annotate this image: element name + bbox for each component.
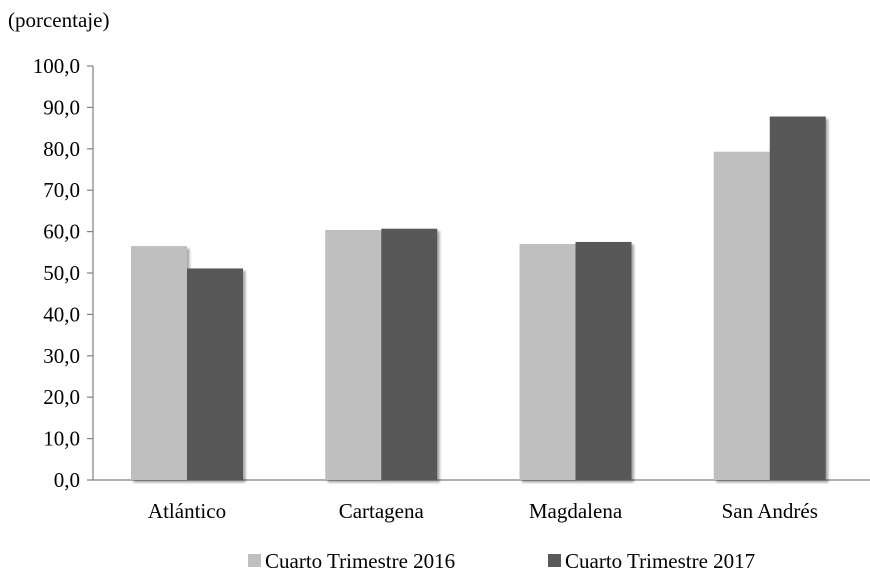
legend-label: Cuarto Trimestre 2017	[565, 549, 755, 573]
y-ticks	[87, 65, 93, 481]
x-tick-label: San Andrés	[722, 499, 818, 523]
y-tick-label: 80,0	[43, 137, 80, 161]
x-tick-label: Cartagena	[339, 499, 425, 523]
y-tick-label: 30,0	[43, 344, 80, 368]
y-tick-label: 40,0	[43, 302, 80, 326]
bar-2016-2	[519, 244, 576, 480]
x-tick-label: Magdalena	[529, 499, 623, 523]
bar-2017-2	[575, 241, 632, 480]
unit-label: (porcentaje)	[8, 8, 110, 32]
legend: Cuarto Trimestre 2016 Cuarto Trimestre 20…	[248, 549, 755, 573]
y-tick-label: 0,0	[54, 468, 80, 492]
y-tick-label: 50,0	[43, 261, 80, 285]
legend-label: Cuarto Trimestre 2016	[265, 549, 455, 573]
x-tick-labels: Atlántico Cartagena Magdalena San Andrés	[148, 499, 818, 523]
bar-2016-3	[713, 151, 770, 480]
y-tick-label: 70,0	[43, 178, 80, 202]
y-tick-label: 20,0	[43, 385, 80, 409]
y-tick-label: 100,0	[33, 54, 80, 78]
x-tick-label: Atlántico	[148, 499, 226, 523]
bars	[131, 116, 826, 481]
bar-2017-1	[381, 228, 438, 480]
bar-2016-0	[131, 246, 187, 480]
bar-2016-1	[325, 229, 382, 480]
legend-swatch	[248, 554, 261, 567]
y-tick-label: 90,0	[43, 95, 80, 119]
legend-swatch	[548, 554, 561, 567]
y-tick-label: 10,0	[43, 427, 80, 451]
bar-2017-3	[769, 116, 826, 481]
bar-2017-0	[187, 268, 243, 480]
y-tick-labels: 0,0 10,0 20,0 30,0 40,0 50,0 60,0 70,0 80,0 90,0 1…	[33, 54, 80, 492]
y-tick-label: 60,0	[43, 220, 80, 244]
